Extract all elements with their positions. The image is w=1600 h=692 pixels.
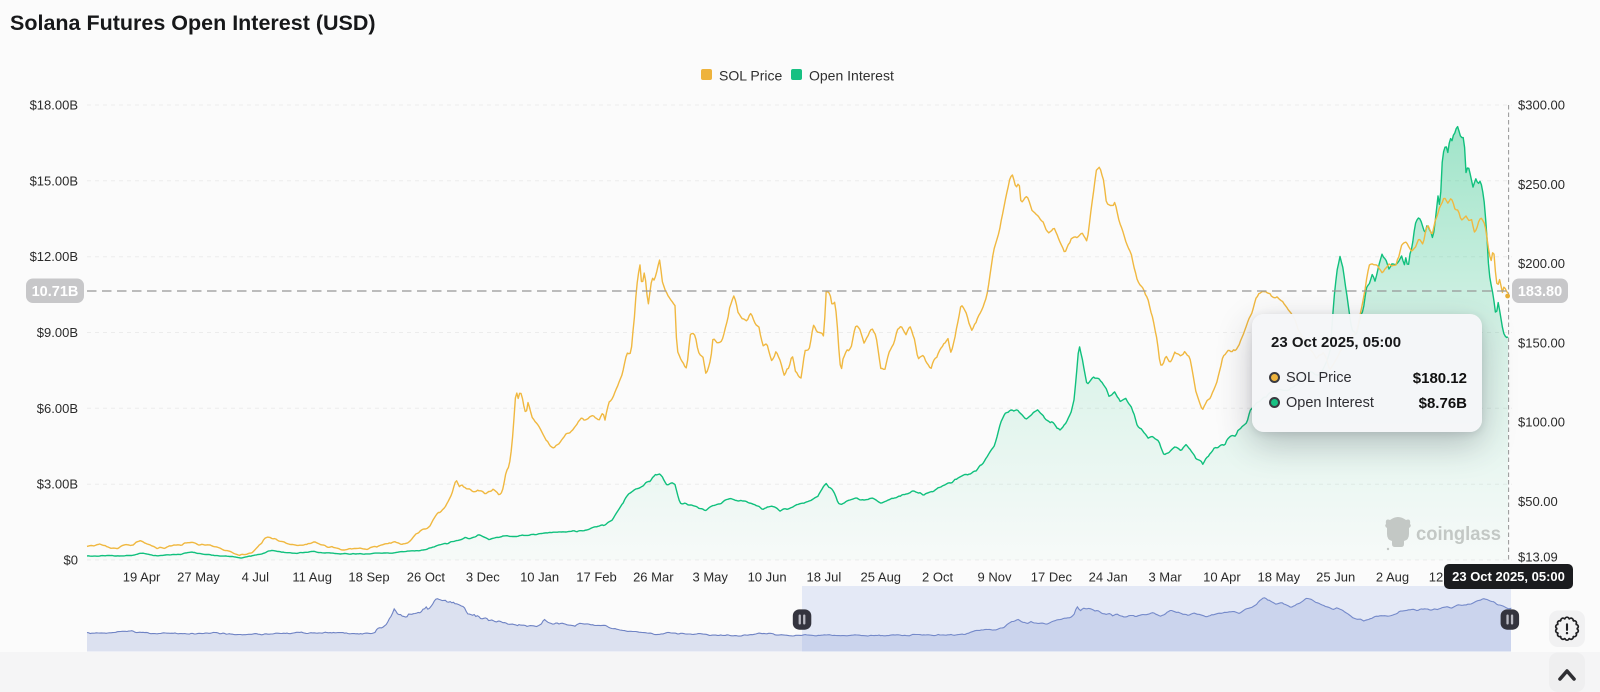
svg-text:25 Jun: 25 Jun <box>1316 570 1355 585</box>
svg-text:26 Oct: 26 Oct <box>407 570 446 585</box>
svg-text:$0: $0 <box>64 553 78 568</box>
svg-text:10 Jun: 10 Jun <box>748 570 787 585</box>
svg-text:2 Oct: 2 Oct <box>922 570 953 585</box>
svg-text:$250.00: $250.00 <box>1518 177 1565 192</box>
svg-text:18 May: 18 May <box>1257 570 1300 585</box>
svg-text:183.80: 183.80 <box>1518 284 1562 300</box>
svg-text:10 Jan: 10 Jan <box>520 570 559 585</box>
svg-text:$100.00: $100.00 <box>1518 415 1565 430</box>
svg-text:17 Dec: 17 Dec <box>1031 570 1073 585</box>
svg-text:19 Apr: 19 Apr <box>123 570 161 585</box>
svg-text:$15.00B: $15.00B <box>30 173 78 188</box>
svg-text:27 May: 27 May <box>177 570 220 585</box>
svg-text:9 Nov: 9 Nov <box>978 570 1012 585</box>
svg-text:$3.00B: $3.00B <box>37 477 78 492</box>
svg-text:17 Feb: 17 Feb <box>576 570 616 585</box>
svg-text:$18.00B: $18.00B <box>30 98 78 113</box>
svg-text:4 Jul: 4 Jul <box>242 570 270 585</box>
svg-text:Solana Futures Open Interest (: Solana Futures Open Interest (USD) <box>10 11 376 35</box>
svg-text:$12.00B: $12.00B <box>30 249 78 264</box>
svg-text:3 Mar: 3 Mar <box>1148 570 1182 585</box>
svg-text:$200.00: $200.00 <box>1518 256 1565 271</box>
svg-text:SOL Price: SOL Price <box>719 68 782 84</box>
svg-text:$300.00: $300.00 <box>1518 98 1565 113</box>
svg-text:$150.00: $150.00 <box>1518 335 1565 350</box>
svg-text:10.71B: 10.71B <box>32 284 79 300</box>
svg-text:18 Jul: 18 Jul <box>807 570 842 585</box>
svg-text:18 Sep: 18 Sep <box>348 570 389 585</box>
svg-text:10 Apr: 10 Apr <box>1203 570 1241 585</box>
svg-text:Open Interest: Open Interest <box>809 68 894 84</box>
svg-text:24 Jan: 24 Jan <box>1089 570 1128 585</box>
svg-text:26 Mar: 26 Mar <box>633 570 674 585</box>
svg-text:25 Aug: 25 Aug <box>861 570 902 585</box>
svg-text:2 Aug: 2 Aug <box>1376 570 1409 585</box>
svg-text:11 Aug: 11 Aug <box>292 570 332 585</box>
svg-text:$9.00B: $9.00B <box>37 325 78 340</box>
svg-text:3 May: 3 May <box>692 570 728 585</box>
svg-text:$50.00: $50.00 <box>1518 494 1558 509</box>
svg-text:$6.00B: $6.00B <box>37 401 78 416</box>
svg-text:coinglass: coinglass <box>1416 523 1501 545</box>
svg-text:$13.09: $13.09 <box>1518 550 1558 565</box>
svg-text:3 Dec: 3 Dec <box>466 570 500 585</box>
